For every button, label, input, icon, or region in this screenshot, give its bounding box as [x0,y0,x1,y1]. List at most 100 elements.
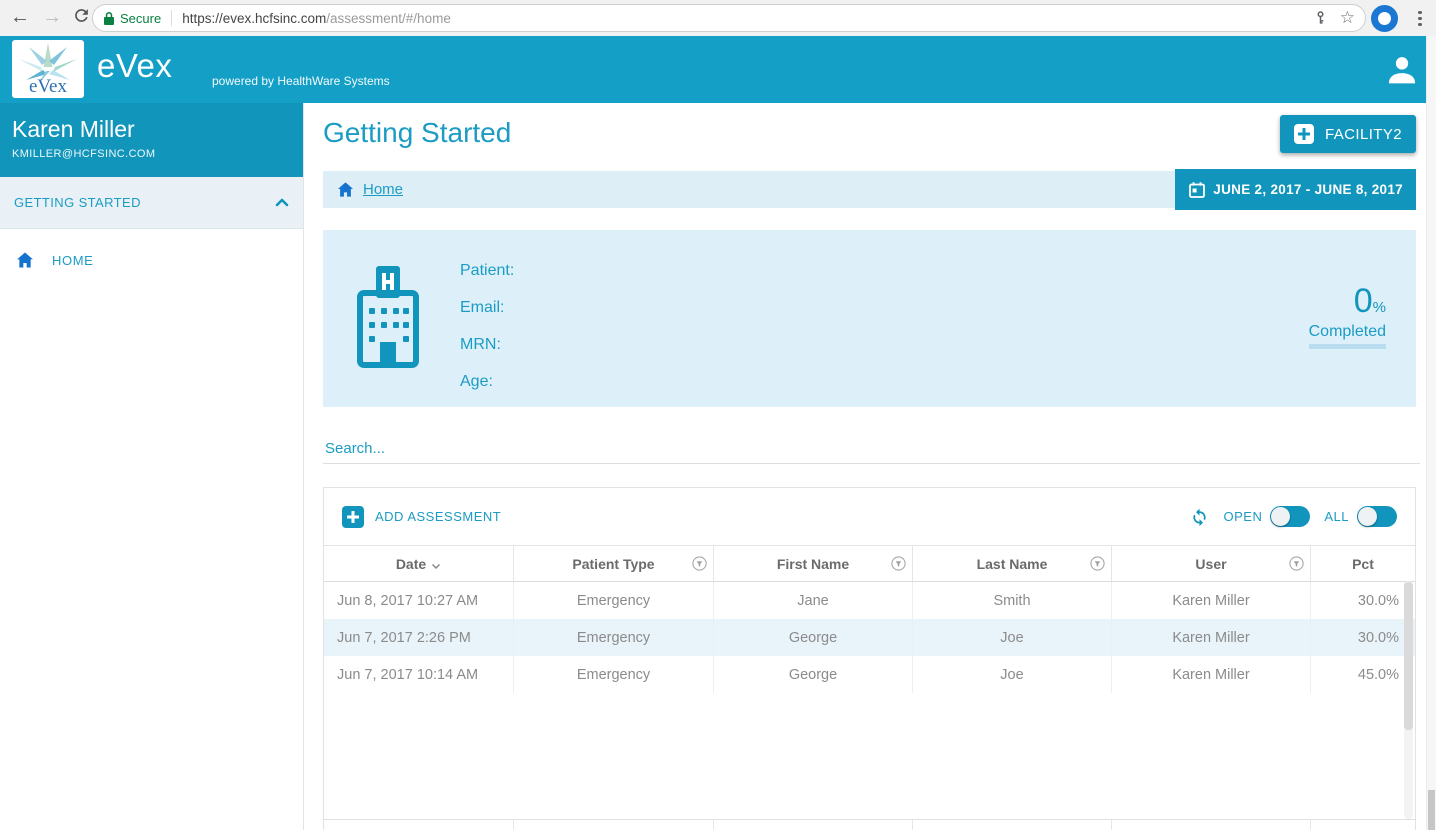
chevron-up-icon[interactable] [275,198,289,207]
cell-date: Jun 8, 2017 10:27 AM [324,582,514,619]
sidebar-item-home[interactable]: HOME [0,242,303,278]
home-icon [15,250,35,270]
browser-profile-icon[interactable] [1371,5,1398,32]
main-content: Getting Started FACILITY2 Home JUNE 2, 2… [303,103,1436,830]
app-name: eVex [97,47,172,85]
filter-icon[interactable] [692,556,707,574]
filter-icon[interactable] [1289,556,1304,574]
table-row[interactable]: Jun 8, 2017 10:27 AM Emergency Jane Smit… [324,582,1415,619]
calendar-icon [1188,181,1206,199]
cell-last-name: Joe [913,656,1112,693]
secure-label: Secure [120,11,161,26]
back-icon[interactable]: ← [10,4,30,30]
grid-scrollbar-thumb[interactable] [1404,582,1413,730]
screen: ← → Secure https://evex.hcfsinc.com /ass… [0,0,1436,830]
sidebar-section-getting-started[interactable]: GETTING STARTED [0,177,303,229]
column-header-date[interactable]: Date [324,546,514,581]
cell-last-name: Joe [913,619,1112,656]
grid-refresh-icon[interactable] [1189,506,1210,527]
open-toggle[interactable] [1270,506,1310,527]
all-toggle[interactable] [1357,506,1397,527]
cell-date: Jun 7, 2017 10:14 AM [324,656,514,693]
page-title: Getting Started [323,117,511,149]
facility-button[interactable]: FACILITY2 [1280,115,1416,153]
sidebar: Karen Miller KMILLER@HCFSINC.COM GETTING… [0,103,304,830]
user-name: Karen Miller [12,116,291,143]
patient-summary-card: Patient: Email: MRN: Age: 0% Completed [323,230,1416,407]
bookmark-star-icon[interactable]: ☆ [1340,8,1355,28]
toggle-knob [1271,507,1290,526]
cell-pct: 45.0% [1311,656,1415,693]
sort-descending-icon [431,557,441,573]
column-header-last-name[interactable]: Last Name [913,546,1112,581]
cell-first-name: George [714,619,913,656]
add-assessment-label: ADD ASSESSMENT [375,509,501,524]
column-header-pct[interactable]: Pct [1311,546,1415,581]
toggle-knob [1358,507,1377,526]
cell-pct: 30.0% [1311,582,1415,619]
cell-user: Karen Miller [1112,656,1311,693]
evex-logo: eVex [12,40,84,98]
percent-sign: % [1373,299,1386,316]
grid-scrollbar[interactable] [1404,581,1413,819]
forward-icon[interactable]: → [42,4,62,30]
address-bar[interactable]: Secure https://evex.hcfsinc.com /assessm… [92,4,1366,32]
column-header-first-name[interactable]: First Name [714,546,913,581]
cell-pct: 30.0% [1311,619,1415,656]
app-tagline: powered by HealthWare Systems [212,74,390,88]
filter-icon[interactable] [891,556,906,574]
user-email: KMILLER@HCFSINC.COM [12,148,291,160]
plus-icon [1294,124,1314,144]
completed-link[interactable]: Completed [1309,323,1386,349]
all-toggle-label: ALL [1324,509,1349,524]
assessments-grid: ADD ASSESSMENT OPEN ALL Date [323,487,1416,830]
browser-menu-icon[interactable] [1418,8,1422,29]
cell-patient-type: Emergency [514,619,714,656]
cell-last-name: Smith [913,582,1112,619]
browser-toolbar: ← → Secure https://evex.hcfsinc.com /ass… [0,0,1436,37]
patient-label: Patient: [460,252,514,289]
password-key-icon[interactable] [1313,10,1328,26]
grid-toolbar: ADD ASSESSMENT OPEN ALL [324,488,1415,545]
cell-user: Karen Miller [1112,582,1311,619]
search-input[interactable] [323,433,1420,464]
breadcrumb-home-link[interactable]: Home [363,181,403,198]
table-row[interactable]: Jun 7, 2017 2:26 PM Emergency George Joe… [324,619,1415,656]
date-range-button[interactable]: JUNE 2, 2017 - JUNE 8, 2017 [1175,169,1416,210]
cell-patient-type: Emergency [514,656,714,693]
plus-icon [342,506,364,528]
url-divider [171,10,172,26]
home-icon [336,180,355,199]
column-header-patient-type[interactable]: Patient Type [514,546,714,581]
hospital-icon [357,266,419,373]
refresh-icon[interactable] [72,6,91,32]
column-header-user[interactable]: User [1112,546,1311,581]
page-scrollbar-thumb[interactable] [1428,790,1435,830]
url-domain: https://evex.hcfsinc.com [182,11,326,26]
app-header: eVex eVex powered by HealthWare Systems [0,36,1436,103]
add-assessment-button[interactable]: ADD ASSESSMENT [342,506,501,528]
completion-summary: 0% Completed [1309,282,1386,349]
cell-first-name: Jane [714,582,913,619]
cell-first-name: George [714,656,913,693]
grid-footer-row [324,819,1415,830]
table-row[interactable]: Jun 7, 2017 10:14 AM Emergency George Jo… [324,656,1415,693]
age-label: Age: [460,363,514,400]
url-path: /assessment/#/home [326,11,451,26]
filter-icon[interactable] [1090,556,1105,574]
open-toggle-label: OPEN [1224,509,1263,524]
facility-button-label: FACILITY2 [1325,126,1402,143]
sidebar-item-label: HOME [52,253,93,268]
sidebar-user-block: Karen Miller KMILLER@HCFSINC.COM [0,103,303,177]
cell-user: Karen Miller [1112,619,1311,656]
cell-date: Jun 7, 2017 2:26 PM [324,619,514,656]
lock-icon [103,11,115,26]
date-range-label: JUNE 2, 2017 - JUNE 8, 2017 [1213,182,1403,197]
page-scrollbar[interactable] [1426,36,1436,830]
sidebar-section-label: GETTING STARTED [14,195,275,210]
mrn-label: MRN: [460,326,514,363]
user-profile-icon[interactable] [1382,50,1422,90]
cell-patient-type: Emergency [514,582,714,619]
completion-percent: 0 [1354,282,1373,320]
email-label: Email: [460,289,514,326]
